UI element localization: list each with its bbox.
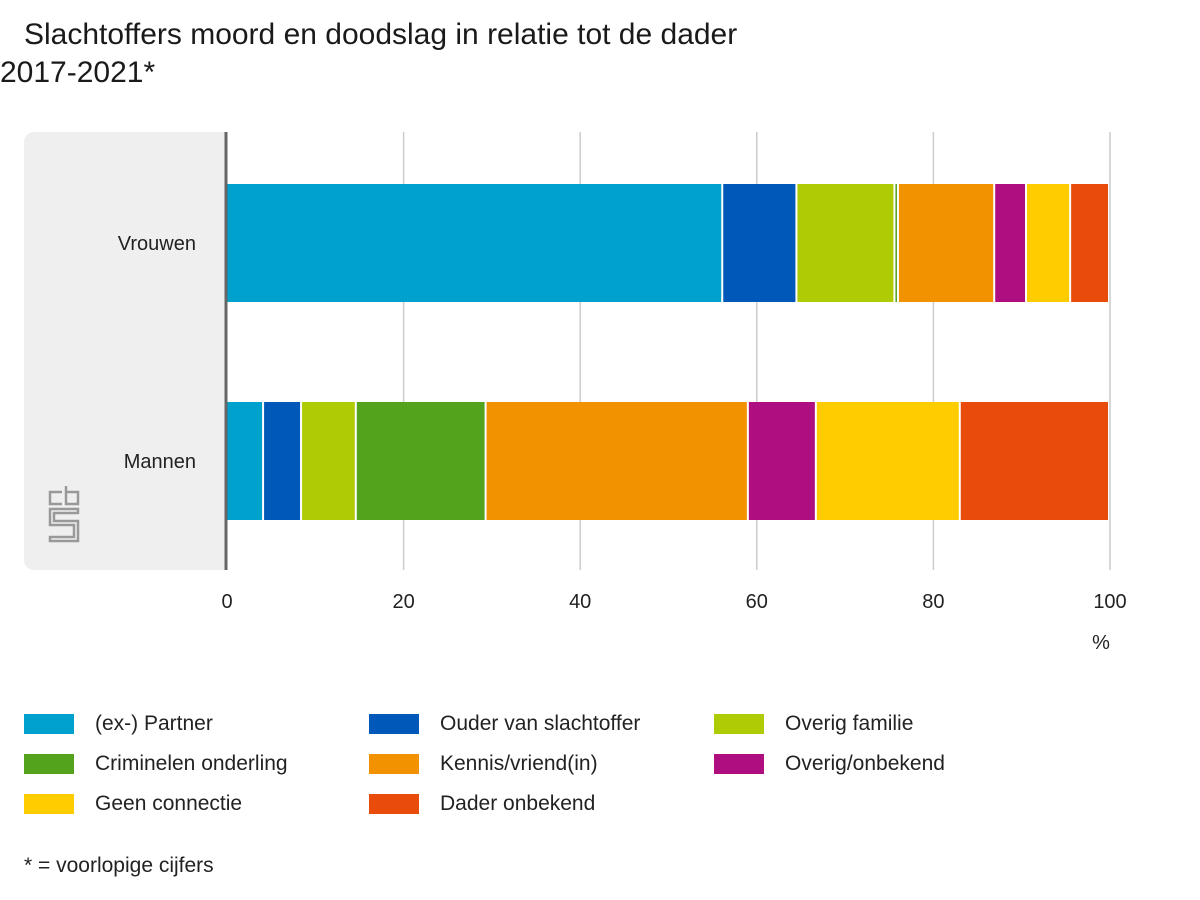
bar-segment: [723, 184, 796, 302]
legend-label: Kennis/vriend(in): [440, 752, 598, 775]
bar-segment: [356, 402, 485, 520]
bar-segment: [1071, 184, 1108, 302]
x-tick-label: 80: [922, 591, 944, 613]
chart-title-line1: Slachtoffers moord en doodslag in relati…: [24, 18, 738, 51]
bar-segment: [960, 402, 1108, 520]
legend-swatch: [714, 714, 764, 734]
bar-segment: [227, 402, 263, 520]
x-tick-label: 40: [569, 591, 591, 613]
bar-segment: [895, 184, 897, 302]
legend-label: Overig familie: [785, 712, 914, 735]
legend-label: Geen connectie: [95, 792, 243, 815]
legend-item: Dader onbekend: [369, 792, 714, 816]
chart-title-line2: 2017-2021*: [0, 56, 156, 89]
bar-segment: [797, 184, 894, 302]
x-tick-label: 20: [392, 591, 414, 613]
legend-swatch: [369, 794, 419, 814]
legend-item: (ex-) Partner: [24, 712, 369, 736]
x-tick-label: 60: [746, 591, 768, 613]
legend-label: Criminelen onderling: [95, 752, 288, 775]
legend: (ex-) Partner Ouder van slachtoffer Overig…: [24, 712, 1014, 816]
legend-label: (ex-) Partner: [95, 712, 213, 735]
legend-item: Ouder van slachtoffer: [369, 712, 714, 736]
legend-item: Criminelen onderling: [24, 752, 369, 776]
legend-swatch: [24, 714, 74, 734]
chart-plot: Vrouwen Mannen 0 20 40 60 80 100 %: [24, 132, 1127, 654]
footnote: * = voorlopige cijfers: [24, 854, 214, 877]
legend-label: Ouder van slachtoffer: [440, 712, 641, 735]
bar-segment: [995, 184, 1025, 302]
legend-swatch: [24, 794, 74, 814]
legend-item: Overig familie: [714, 712, 1014, 736]
legend-item: Overig/onbekend: [714, 752, 1014, 776]
x-tick-label: 100: [1093, 591, 1126, 613]
bar-segment: [302, 402, 355, 520]
legend-label: Overig/onbekend: [785, 752, 945, 775]
x-axis-label: %: [1092, 632, 1110, 654]
category-label: Vrouwen: [118, 233, 196, 255]
legend-swatch: [369, 754, 419, 774]
category-panel: [24, 132, 244, 570]
legend-item: Kennis/vriend(in): [369, 752, 714, 776]
chart-title: Slachtoffers moord en doodslag in relati…: [0, 16, 737, 92]
legend-swatch: [714, 754, 764, 774]
legend-label: Dader onbekend: [440, 792, 596, 815]
legend-item: Geen connectie: [24, 792, 369, 816]
bar-segment: [264, 402, 301, 520]
bar-segment: [486, 402, 747, 520]
bar-segment: [898, 184, 994, 302]
bar-segment: [816, 402, 959, 520]
bar-segment: [1026, 184, 1070, 302]
bar-segment: [227, 184, 722, 302]
category-label: Mannen: [124, 451, 196, 473]
legend-swatch: [24, 754, 74, 774]
cbs-logo-icon: [48, 486, 80, 543]
bar-segment: [748, 402, 815, 520]
legend-swatch: [369, 714, 419, 734]
x-tick-label: 0: [221, 591, 232, 613]
